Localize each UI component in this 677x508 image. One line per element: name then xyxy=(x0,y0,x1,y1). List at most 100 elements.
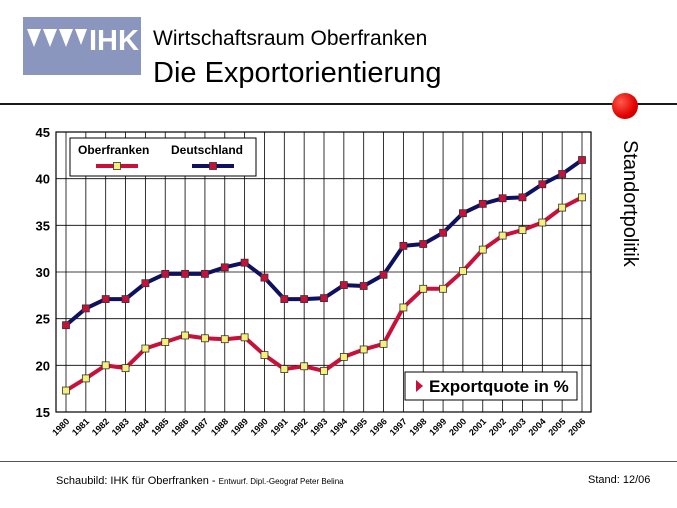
data-point-deutschland xyxy=(220,263,229,272)
data-point-oberfranken xyxy=(62,386,70,395)
data-point-oberfranken xyxy=(141,344,150,353)
data-point-deutschland xyxy=(359,282,368,290)
y-tick-label: 25 xyxy=(36,312,50,327)
data-point-deutschland xyxy=(399,241,408,250)
play-arrow-icon xyxy=(416,380,423,392)
x-tick-label: 1991 xyxy=(268,416,289,437)
data-point-oberfranken xyxy=(300,362,309,371)
data-point-oberfranken xyxy=(121,364,130,373)
logo-chevrons-icon xyxy=(27,29,87,47)
legend-box xyxy=(69,137,257,177)
data-point-deutschland xyxy=(260,273,269,282)
page-title: Die Exportorientierung xyxy=(153,57,442,89)
annotation-box xyxy=(404,371,578,401)
data-point-deutschland xyxy=(300,295,309,303)
data-point-deutschland xyxy=(101,295,110,303)
data-point-deutschland xyxy=(320,294,328,303)
x-tick-label: 1998 xyxy=(407,416,428,437)
data-point-deutschland xyxy=(439,228,447,237)
data-point-oberfranken xyxy=(181,331,189,340)
data-point-oberfranken xyxy=(280,365,289,373)
x-tick-label: 1995 xyxy=(348,416,369,437)
data-point-oberfranken xyxy=(379,339,388,348)
x-tick-label: 1986 xyxy=(169,416,190,437)
data-point-deutschland xyxy=(459,209,467,218)
data-point-oberfranken xyxy=(558,203,567,212)
side-label-text: Standortpolitik xyxy=(619,140,641,267)
x-tick-label: 2001 xyxy=(467,416,488,437)
x-tick-label: 1988 xyxy=(209,416,230,437)
data-point-oberfranken xyxy=(578,193,586,202)
data-point-oberfranken xyxy=(339,353,348,361)
legend-label: Oberfranken xyxy=(78,143,149,157)
data-point-oberfranken xyxy=(260,351,269,359)
data-point-oberfranken xyxy=(220,335,229,344)
ihk-logo: IHK xyxy=(23,17,141,75)
data-point-deutschland xyxy=(62,321,70,330)
x-tick-label: 2000 xyxy=(447,416,468,437)
x-tick-label: 1999 xyxy=(427,416,448,437)
red-dot-icon xyxy=(612,93,638,119)
x-tick-label: 2002 xyxy=(487,416,508,437)
region-title: Wirtschaftsraum Oberfranken xyxy=(153,27,428,50)
data-point-deutschland xyxy=(280,295,289,303)
data-point-deutschland xyxy=(201,269,209,278)
x-tick-label: 2003 xyxy=(507,416,528,437)
data-point-oberfranken xyxy=(459,267,467,275)
x-tick-label: 1981 xyxy=(70,416,91,437)
data-point-oberfranken xyxy=(498,231,507,240)
legend-marker xyxy=(113,162,121,170)
x-tick-label: 2006 xyxy=(566,416,587,437)
data-point-oberfranken xyxy=(538,218,547,227)
data-point-oberfranken xyxy=(439,284,447,293)
data-point-oberfranken xyxy=(518,226,527,234)
data-point-deutschland xyxy=(518,193,527,202)
footer-divider xyxy=(0,461,677,462)
data-point-deutschland xyxy=(240,258,249,267)
data-point-deutschland xyxy=(161,269,170,278)
y-tick-label: 45 xyxy=(36,125,50,140)
x-tick-label: 1982 xyxy=(90,416,111,437)
x-tick-label: 1992 xyxy=(288,416,309,437)
header-divider xyxy=(0,103,677,105)
footer-source-main: Schaubild: IHK für Oberfranken - xyxy=(56,475,219,487)
x-tick-label: 1994 xyxy=(328,416,349,437)
annotation-label: Exportquote in % xyxy=(429,377,569,396)
data-point-deutschland xyxy=(538,180,547,189)
data-point-deutschland xyxy=(558,170,567,178)
data-point-deutschland xyxy=(141,279,150,288)
data-point-oberfranken xyxy=(201,334,209,343)
x-tick-label: 2004 xyxy=(526,416,547,437)
x-tick-label: 1983 xyxy=(110,416,131,437)
side-label: Standortpolitik xyxy=(613,140,643,290)
y-tick-label: 30 xyxy=(36,265,50,280)
data-point-deutschland xyxy=(578,156,586,164)
y-tick-label: 20 xyxy=(36,358,50,373)
footer-source-small: Entwurf. Dipl.-Geograf Peter Belina xyxy=(218,477,344,486)
x-tick-label: 1996 xyxy=(368,416,389,437)
export-chart: 1520253035404519801981198219831984198519… xyxy=(36,125,592,438)
footer-source: Schaubild: IHK für Oberfranken - Entwurf… xyxy=(56,475,344,487)
x-tick-label: 1993 xyxy=(308,416,329,437)
legend-marker xyxy=(209,162,217,170)
x-tick-label: 1990 xyxy=(249,416,270,437)
x-tick-label: 1997 xyxy=(388,416,409,437)
footer-stand: Stand: 12/06 xyxy=(588,474,651,486)
data-point-deutschland xyxy=(478,199,487,208)
data-point-oberfranken xyxy=(419,284,428,293)
data-point-oberfranken xyxy=(161,338,170,346)
data-point-deutschland xyxy=(121,295,130,303)
data-point-oberfranken xyxy=(240,333,249,342)
y-tick-label: 35 xyxy=(36,218,50,233)
data-point-oberfranken xyxy=(359,345,368,354)
data-point-deutschland xyxy=(419,240,428,248)
y-tick-label: 15 xyxy=(36,405,50,420)
x-tick-label: 1980 xyxy=(50,416,71,437)
x-tick-label: 1987 xyxy=(189,416,210,437)
data-point-deutschland xyxy=(379,270,388,279)
data-point-deutschland xyxy=(339,281,348,289)
y-tick-label: 40 xyxy=(36,172,50,187)
legend-label: Deutschland xyxy=(171,143,243,157)
logo-text: IHK xyxy=(89,25,139,57)
x-tick-label: 2005 xyxy=(546,416,567,437)
